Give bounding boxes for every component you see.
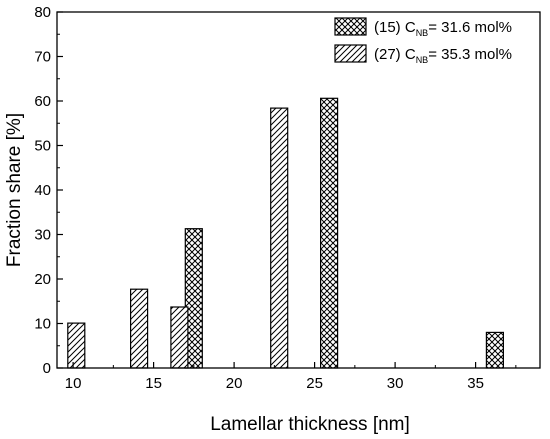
bar-crosshatch-1	[320, 97, 339, 369]
y-tick-label-5: 50	[34, 138, 51, 155]
y-axis-title: Fraction share [%]	[4, 113, 25, 267]
legend: (15) CNB= 31.6 mol% (27) CNB= 35.3 mol%	[334, 17, 512, 65]
y-tick-label-6: 60	[34, 93, 51, 110]
x-tick-label-2: 20	[226, 375, 243, 392]
bar-crosshatch-2	[485, 331, 504, 369]
bars-layer	[67, 97, 504, 369]
bar-diagonal-3	[270, 107, 289, 369]
y-tick-label-7: 70	[34, 49, 51, 66]
y-tick-label-1: 10	[34, 316, 51, 333]
bar-diagonal-2	[170, 306, 189, 369]
legend-label-0: (15) CNB= 31.6 mol%	[374, 19, 512, 38]
y-tick-label-4: 40	[34, 182, 51, 199]
x-tick-label-0: 10	[65, 375, 82, 392]
legend-swatch-crosshatch	[334, 17, 367, 36]
x-axis-title: Lamellar thickness [nm]	[210, 414, 410, 435]
legend-label-1: (27) CNB= 35.3 mol%	[374, 46, 512, 65]
plot-frame	[56, 11, 541, 369]
x-tick-label-4: 30	[387, 375, 404, 392]
x-tick-label-3: 25	[306, 375, 323, 392]
y-tick-label-2: 20	[34, 271, 51, 288]
y-tick-label-3: 30	[34, 227, 51, 244]
y-tick-label-8: 80	[34, 4, 51, 21]
y-tick-label-0: 0	[43, 360, 51, 377]
x-tick-label-5: 35	[467, 375, 484, 392]
axes-layer: 0 10 20 30 40 50 60 70 80 10 15 20 25 30 35	[34, 4, 541, 392]
legend-swatch-diagonal	[334, 44, 367, 63]
x-tick-label-1: 15	[145, 375, 162, 392]
bar-diagonal-1	[130, 288, 149, 369]
bar-diagonal-0	[67, 322, 86, 369]
